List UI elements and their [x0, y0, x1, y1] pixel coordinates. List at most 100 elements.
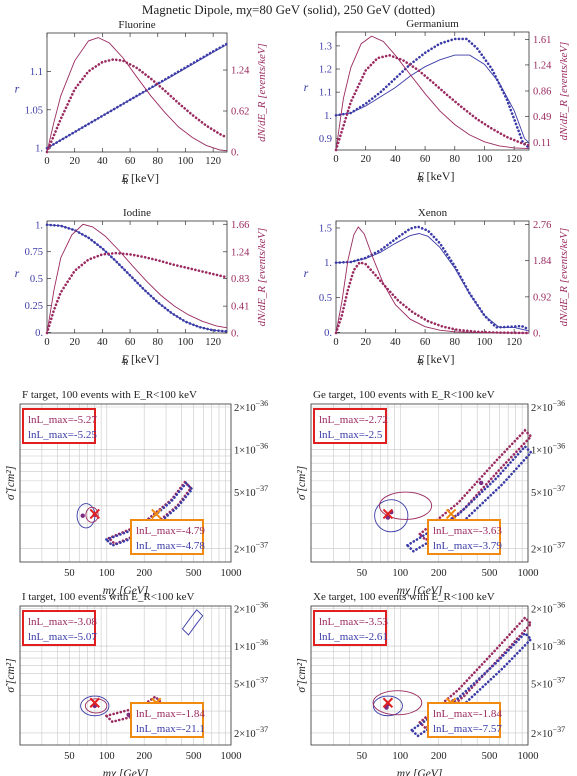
- contour-red-solid: [379, 491, 433, 520]
- series-red-solid: [335, 35, 530, 151]
- x-tick-label: 100: [99, 751, 115, 762]
- x-axis-label: R [keV]: [418, 169, 455, 184]
- y2-tick-label: 1.24: [231, 247, 250, 258]
- line-panel-1: [334, 31, 531, 152]
- x-tick-label: 60: [420, 337, 431, 348]
- contour-panel-3: [310, 605, 533, 746]
- y2-tick-label: 0.49: [533, 112, 551, 123]
- best-fit-point: [126, 712, 131, 717]
- x-axis-label-e: E: [120, 352, 129, 366]
- panel-title: I target, 100 events with E_R<100 keV: [22, 591, 195, 603]
- y2-tick-label: 1.66: [231, 220, 249, 231]
- x-tick-label: 40: [97, 337, 108, 348]
- contour-red-solid: [84, 698, 108, 714]
- y-tick-label: 0.5: [319, 293, 332, 304]
- y-tick-label: 1×10−36: [234, 638, 268, 653]
- series-red-dotted: [334, 260, 531, 335]
- true-point-cross: [445, 508, 457, 520]
- series-blue-dotted: [45, 42, 229, 150]
- contour-blue-solid: [181, 609, 204, 636]
- line-panel-3: [334, 220, 531, 335]
- y-tick-label: 1.05: [25, 105, 43, 116]
- x-tick-label: 60: [125, 337, 136, 348]
- lnl-blue-80: lnL_max=-2.5: [319, 429, 383, 441]
- y-tick-label: 1×10−36: [234, 442, 268, 457]
- y2-axis-label: dN/dE_R [events/keV]: [256, 43, 268, 142]
- x-tick-label: 80: [153, 156, 164, 167]
- x-tick-label: 500: [186, 751, 202, 762]
- y2-tick-label: 0.: [231, 329, 239, 340]
- panel-title: Iodine: [123, 207, 151, 219]
- x-tick-label: 20: [360, 154, 371, 165]
- x-tick-label: 1000: [518, 751, 539, 762]
- x-tick-label: 1000: [518, 568, 539, 579]
- y2-tick-label: 1.24: [231, 66, 250, 77]
- y2-tick-label: 0.: [533, 329, 541, 340]
- panel-title: Xe target, 100 events with E_R<100 keV: [313, 591, 495, 603]
- x-tick-label: 40: [390, 154, 401, 165]
- x-axis-label: mχ [GeV]: [103, 585, 149, 597]
- contour-red-solid: [85, 506, 99, 523]
- lnl-red-250: lnL_max=-3.63: [433, 525, 502, 537]
- x-tick-label: 80: [153, 337, 164, 348]
- y-tick-label: 0.: [35, 328, 43, 339]
- true-point-cross: [382, 697, 394, 708]
- y-axis-label: σ̃ [cm²]: [5, 658, 17, 692]
- x-tick-label: 100: [392, 568, 408, 579]
- series-red-solid: [46, 37, 228, 153]
- y-tick-label: 1.: [35, 220, 43, 231]
- y-tick-label: 2×10−37: [234, 725, 268, 740]
- lnl-red-250: lnL_max=-1.84: [136, 708, 205, 720]
- true-point-cross: [89, 508, 100, 520]
- lnl-red-80: lnL_max=-3.08: [28, 616, 97, 628]
- y-tick-label: 1.: [324, 111, 332, 122]
- x-tick-label: 500: [186, 568, 202, 579]
- x-axis-label: R [keV]: [122, 171, 159, 186]
- y-tick-label: 5×10−37: [531, 675, 565, 690]
- y-tick-label: 1.5: [319, 223, 332, 234]
- y-tick-label: 0.: [324, 328, 332, 339]
- series-red-dotted: [45, 251, 229, 335]
- y-tick-label: 2×10−36: [531, 601, 565, 616]
- y2-tick-label: 0.62: [231, 107, 249, 118]
- y-tick-label: 0.25: [25, 301, 43, 312]
- y-tick-label: 5×10−37: [531, 484, 565, 499]
- y-tick-label: 0.75: [25, 247, 43, 258]
- x-tick-label: 100: [178, 156, 194, 167]
- y-tick-label: 2×10−36: [531, 399, 565, 414]
- y2-tick-label: 0.86: [533, 87, 551, 98]
- x-tick-label: 50: [357, 751, 368, 762]
- x-tick-label: 0: [44, 156, 49, 167]
- y-tick-label: 1.1: [319, 88, 332, 99]
- x-tick-label: 100: [178, 337, 194, 348]
- true-point-cross: [151, 508, 162, 520]
- y-axis-label: r: [304, 80, 309, 94]
- plot-frame: [310, 403, 529, 563]
- plot-frame: [335, 220, 530, 334]
- x-axis-label-e: E: [416, 352, 425, 366]
- lnl-red-80: lnL_max=-3.53: [319, 616, 388, 628]
- x-tick-label: 20: [69, 337, 80, 348]
- lnl-blue-250: lnL_max=-4.78: [136, 540, 205, 552]
- y2-axis-label: dN/dE_R [events/keV]: [256, 228, 268, 327]
- x-tick-label: 500: [482, 568, 498, 579]
- lnl-red-250: lnL_max=-4.79: [136, 525, 205, 537]
- best-fit-point: [478, 480, 484, 486]
- y-tick-label: 2×10−36: [234, 601, 268, 616]
- lnl-blue-80: lnL_max=-5.07: [28, 631, 97, 643]
- lnl-box-80: [22, 610, 96, 646]
- y-tick-label: 5×10−37: [234, 675, 268, 690]
- y-tick-label: 1.1: [30, 67, 43, 78]
- x-tick-label: 0: [333, 337, 338, 348]
- y-tick-label: 0.9: [319, 134, 332, 145]
- contour-blue-dotted: [104, 481, 194, 548]
- y-tick-label: 2×10−36: [234, 399, 268, 414]
- x-axis-label: mχ [GeV]: [397, 585, 443, 597]
- plot-frame: [19, 605, 232, 746]
- x-tick-label: 0: [333, 154, 338, 165]
- series-blue-dotted: [334, 225, 531, 331]
- series-red-solid: [335, 226, 530, 334]
- x-tick-label: 200: [431, 751, 447, 762]
- y-tick-label: 1.: [35, 144, 43, 155]
